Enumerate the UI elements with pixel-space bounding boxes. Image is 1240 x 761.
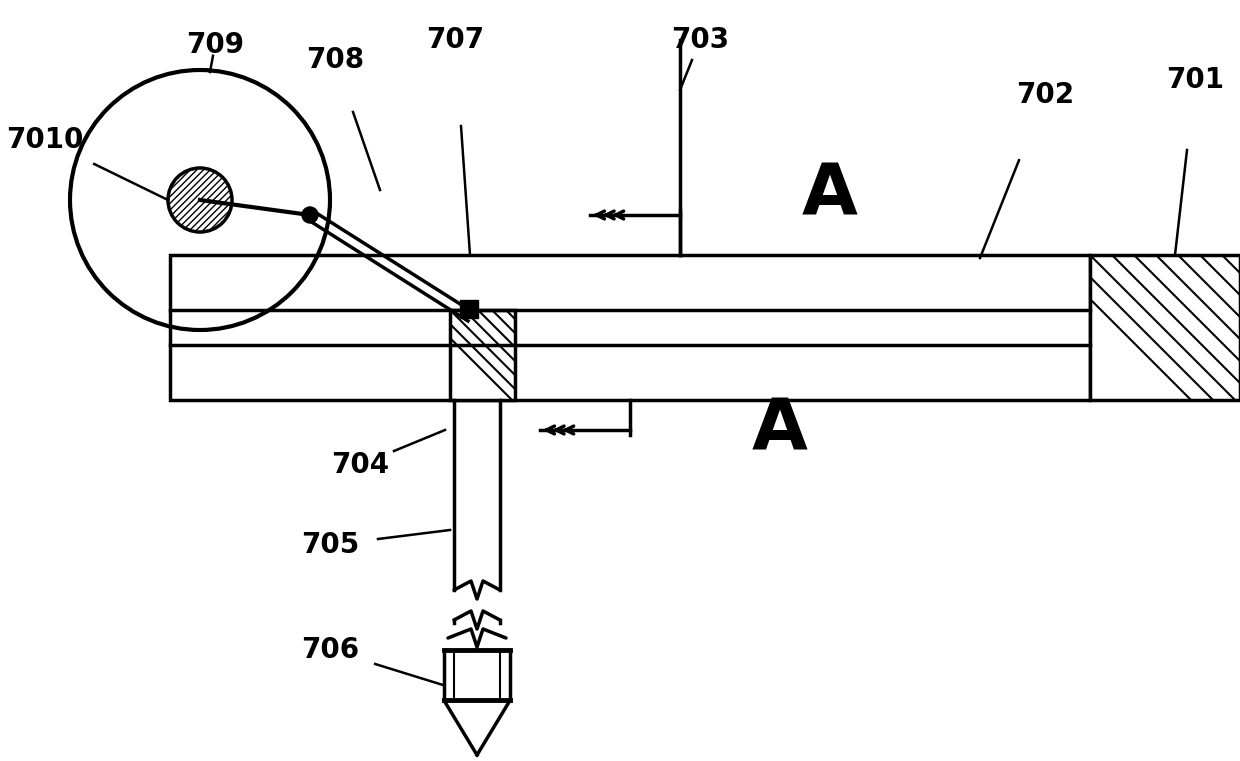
Circle shape bbox=[167, 168, 232, 232]
Text: 708: 708 bbox=[306, 46, 365, 74]
Text: 705: 705 bbox=[301, 531, 360, 559]
Bar bbox=[450, 310, 515, 400]
Text: A: A bbox=[753, 396, 808, 464]
Bar bbox=[170, 255, 1090, 400]
Text: 707: 707 bbox=[425, 26, 484, 54]
Text: A: A bbox=[802, 161, 858, 230]
Text: 703: 703 bbox=[671, 26, 729, 54]
Circle shape bbox=[303, 207, 317, 223]
Bar bbox=[460, 300, 477, 318]
Text: 709: 709 bbox=[186, 31, 244, 59]
Text: 7010: 7010 bbox=[6, 126, 83, 154]
Text: 701: 701 bbox=[1166, 66, 1224, 94]
Bar bbox=[1090, 255, 1240, 400]
Text: 704: 704 bbox=[331, 451, 389, 479]
Text: 702: 702 bbox=[1016, 81, 1074, 109]
Text: 706: 706 bbox=[301, 636, 360, 664]
